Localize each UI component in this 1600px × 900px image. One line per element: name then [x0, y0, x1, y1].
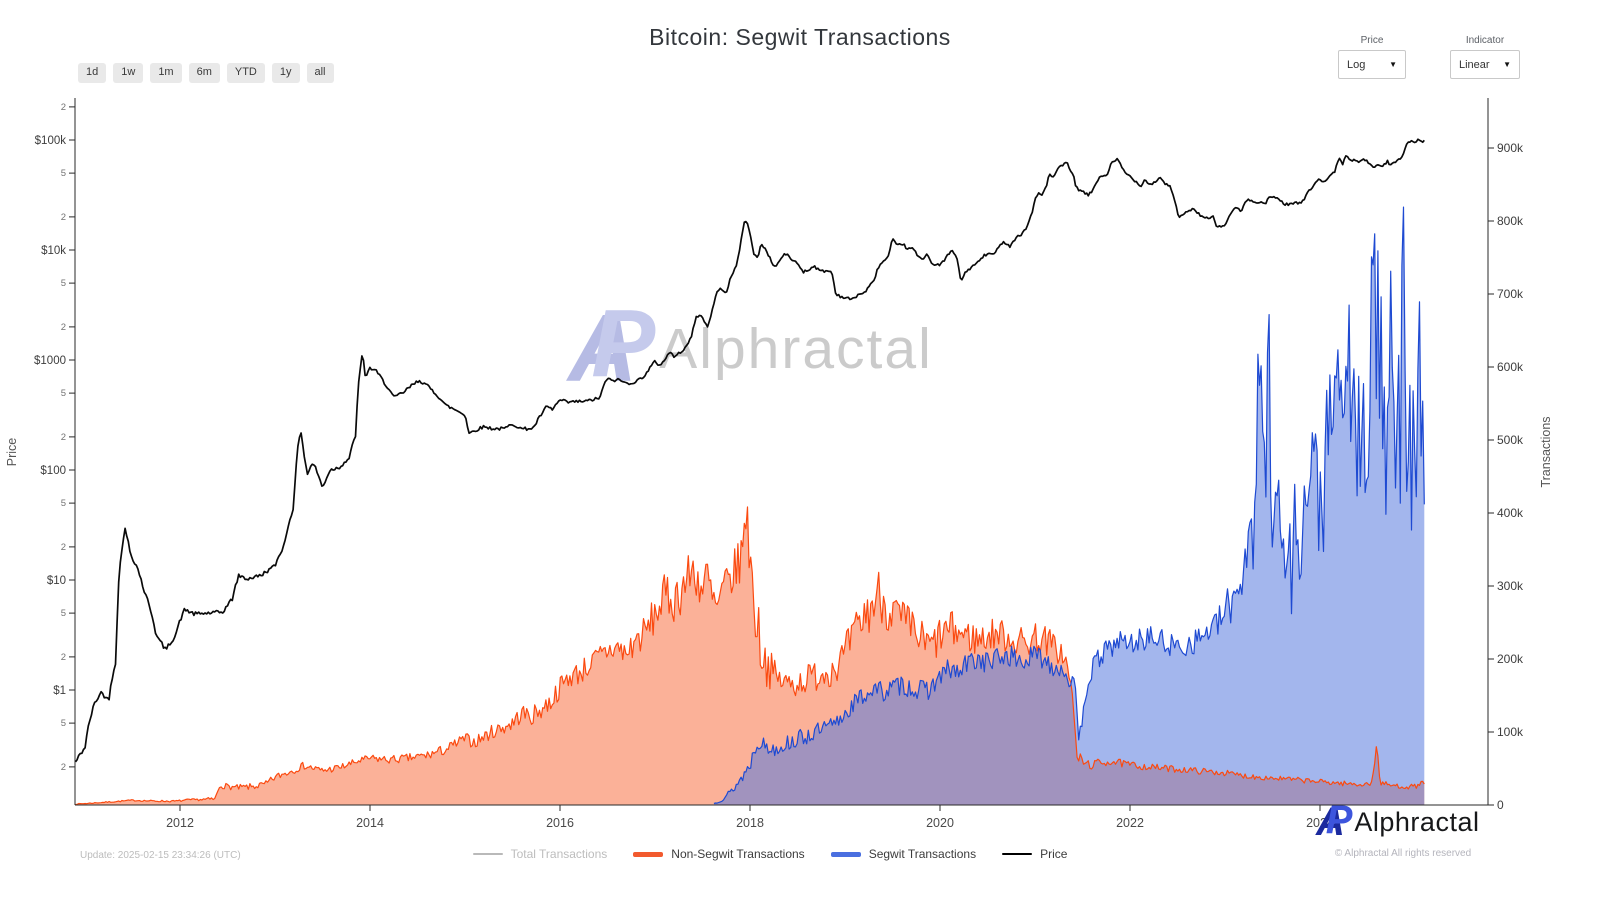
chart-title: Bitcoin: Segwit Transactions: [649, 24, 951, 50]
price-scale-control: Price Log ▼: [1338, 35, 1406, 79]
legend-label: Price: [1040, 847, 1068, 861]
svg-text:$1000: $1000: [34, 355, 66, 367]
update-timestamp: Update: 2025-02-15 23:34:26 (UTC): [80, 850, 241, 861]
svg-text:2: 2: [61, 212, 66, 223]
svg-text:200k: 200k: [1497, 652, 1524, 666]
svg-text:$10: $10: [47, 575, 66, 587]
svg-text:5: 5: [61, 608, 66, 619]
svg-text:400k: 400k: [1497, 506, 1524, 520]
legend-item-total-transactions[interactable]: Total Transactions: [472, 847, 608, 861]
indicator-scale-label: Indicator: [1465, 35, 1505, 46]
legend-item-segwit-transactions[interactable]: Segwit Transactions: [830, 847, 977, 861]
indicator-scale-select[interactable]: Linear ▼: [1450, 50, 1520, 79]
svg-text:2022: 2022: [1116, 816, 1144, 830]
range-buttons: 1d 1w 1m 6m YTD 1y all: [78, 63, 334, 83]
chevron-down-icon: ▼: [1503, 60, 1511, 69]
svg-text:500k: 500k: [1497, 433, 1524, 447]
left-axis-title: Price: [5, 438, 19, 467]
svg-text:2: 2: [61, 652, 66, 663]
svg-text:5: 5: [61, 278, 66, 289]
svg-text:$100k: $100k: [35, 135, 67, 147]
svg-text:2: 2: [61, 432, 66, 443]
legend-label: Segwit Transactions: [868, 847, 977, 861]
range-button-6m[interactable]: 6m: [188, 63, 220, 83]
svg-text:2024: 2024: [1306, 816, 1334, 830]
indicator-scale-control: Indicator Linear ▼: [1450, 35, 1520, 79]
segwit-area-fill: [713, 207, 1425, 806]
axes: 2 $100k 5 2 $10k 5 2 $1000 5 2 $100 5 2 $10 5 2 $1 5 2 0 100…: [5, 98, 1553, 830]
svg-text:5: 5: [61, 388, 66, 399]
price-scale-label: Price: [1360, 35, 1384, 46]
svg-text:$1: $1: [53, 685, 66, 697]
svg-text:5: 5: [61, 498, 66, 509]
legend-swatch-icon: [830, 851, 861, 857]
svg-text:2020: 2020: [926, 816, 954, 830]
svg-text:2016: 2016: [546, 816, 574, 830]
brand-name: Alphractal: [1354, 806, 1480, 837]
svg-text:2: 2: [61, 542, 66, 553]
alphractal-watermark: AP Alphractal: [568, 296, 933, 397]
right-axis-title: Transactions: [1539, 416, 1553, 487]
chevron-down-icon: ▼: [1389, 60, 1397, 69]
svg-text:100k: 100k: [1497, 725, 1524, 739]
range-button-1d[interactable]: 1d: [78, 63, 107, 83]
svg-text:$10k: $10k: [41, 245, 66, 257]
legend-label: Non-Segwit Transactions: [671, 847, 805, 861]
svg-text:2018: 2018: [736, 816, 764, 830]
range-button-all[interactable]: all: [306, 63, 334, 83]
range-button-1w[interactable]: 1w: [113, 63, 144, 83]
svg-text:5: 5: [61, 168, 66, 179]
non-segwit-area-fill: [75, 507, 1425, 805]
watermark-text: Alphractal: [659, 317, 933, 382]
svg-text:900k: 900k: [1497, 141, 1524, 155]
svg-text:2012: 2012: [166, 816, 194, 830]
legend-item-price[interactable]: Price: [1002, 847, 1067, 861]
svg-text:2014: 2014: [356, 816, 384, 830]
svg-text:800k: 800k: [1497, 214, 1524, 228]
svg-text:2: 2: [61, 102, 66, 113]
legend-swatch-icon: [472, 853, 503, 855]
price-scale-select[interactable]: Log ▼: [1338, 50, 1406, 79]
range-button-YTD[interactable]: YTD: [226, 63, 265, 83]
svg-text:5: 5: [61, 718, 66, 729]
price-line: [74, 138, 1425, 763]
segwit-line: [713, 206, 1425, 804]
non-segwit-line: [75, 506, 1425, 806]
alphractal-logo-icon: AP: [1316, 798, 1353, 844]
chart-legend: Total Transactions Non-Segwit Transaction…: [0, 847, 1540, 861]
range-button-1m[interactable]: 1m: [150, 63, 182, 83]
copyright-text: © Alphractal All rights reserved: [1334, 848, 1472, 859]
alphractal-footer-logo: AP Alphractal: [1316, 798, 1480, 844]
svg-text:2: 2: [61, 762, 66, 773]
svg-text:600k: 600k: [1497, 360, 1524, 374]
legend-swatch-icon: [1002, 852, 1033, 856]
price-scale-value: Log: [1347, 58, 1366, 71]
range-button-1y[interactable]: 1y: [271, 63, 300, 83]
legend-label: Total Transactions: [510, 847, 608, 861]
svg-text:$100: $100: [40, 465, 66, 477]
svg-text:700k: 700k: [1497, 287, 1524, 301]
svg-text:300k: 300k: [1497, 579, 1524, 593]
legend-item-non-segwit-transactions[interactable]: Non-Segwit Transactions: [633, 847, 805, 861]
svg-text:2: 2: [61, 322, 66, 333]
area-series: [75, 207, 1425, 806]
legend-swatch-icon: [633, 851, 664, 857]
svg-text:0: 0: [1497, 798, 1504, 812]
indicator-scale-value: Linear: [1459, 58, 1490, 71]
